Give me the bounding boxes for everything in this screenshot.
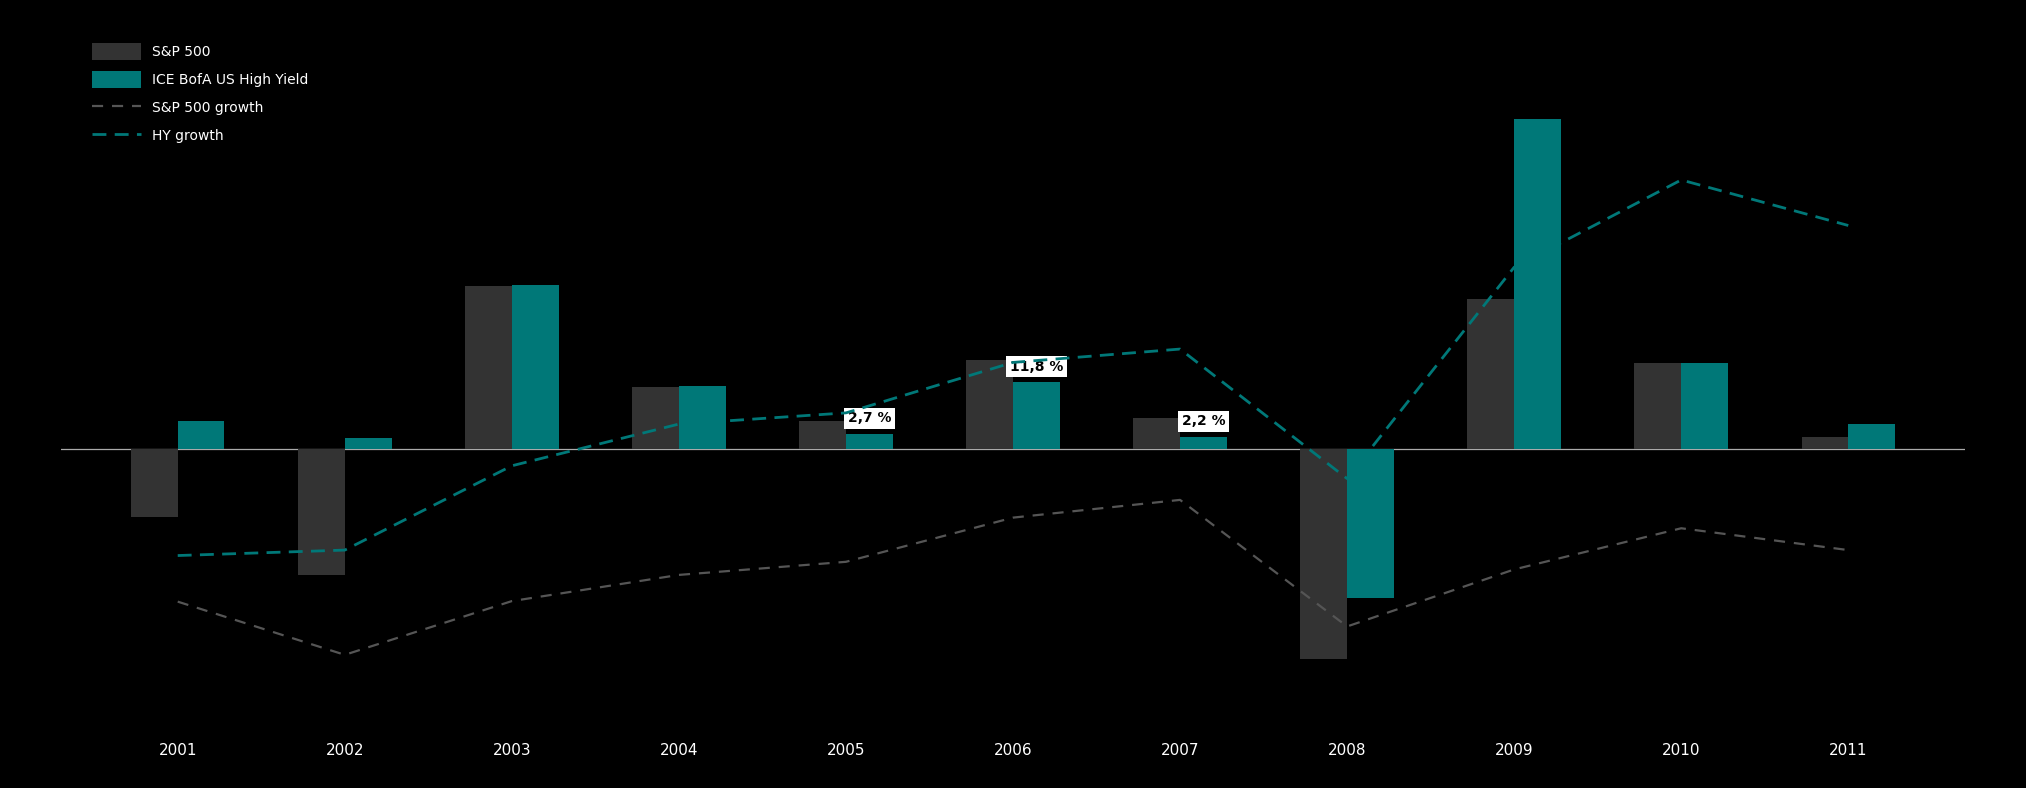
Text: 2,2 %: 2,2 % <box>1181 414 1226 428</box>
Bar <box>966 359 1013 449</box>
Bar <box>1801 437 1848 449</box>
Text: 11,8 %: 11,8 % <box>1009 359 1064 374</box>
Bar <box>298 449 344 574</box>
Bar <box>798 422 847 449</box>
Bar <box>1467 299 1513 449</box>
Bar <box>1013 382 1060 449</box>
Bar <box>344 438 391 449</box>
Bar <box>1635 363 1682 449</box>
Bar <box>466 286 513 449</box>
Bar <box>1848 424 1894 449</box>
Text: 2,7 %: 2,7 % <box>847 411 891 426</box>
Bar <box>1513 119 1560 449</box>
Bar <box>1682 363 1728 449</box>
Bar <box>1179 437 1228 449</box>
Bar <box>1133 418 1179 449</box>
Bar <box>178 421 225 449</box>
Bar <box>1301 449 1347 659</box>
Legend: S&P 500, ICE BofA US High Yield, S&P 500 growth, HY growth: S&P 500, ICE BofA US High Yield, S&P 500… <box>87 38 314 150</box>
Bar <box>632 388 679 449</box>
Bar <box>513 285 559 449</box>
Bar <box>679 386 725 449</box>
Bar <box>1347 449 1394 598</box>
Bar <box>847 434 893 449</box>
Bar <box>132 449 178 517</box>
